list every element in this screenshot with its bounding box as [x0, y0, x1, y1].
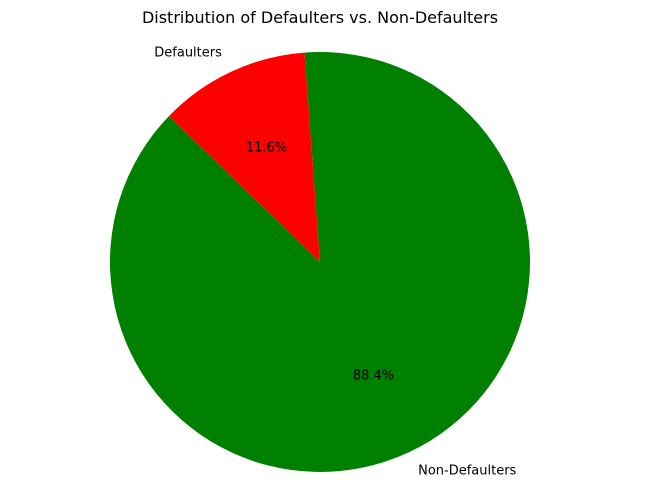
slice-label-non-defaulters: Non-Defaulters — [418, 464, 516, 479]
slice-label-defaulters: Defaulters — [154, 45, 222, 60]
pie-labels: Non-Defaulters 88.4% Defaulters 11.6% — [154, 45, 516, 478]
pie-slice-defaulters — [168, 52, 320, 262]
chart-title: Distribution of Defaulters vs. Non-Defau… — [142, 8, 498, 27]
percent-label-non-defaulters: 88.4% — [353, 369, 394, 384]
percent-label-defaulters: 11.6% — [246, 140, 287, 155]
pie-slice-non-defaulters — [110, 51, 531, 472]
pie-slices — [110, 51, 531, 472]
